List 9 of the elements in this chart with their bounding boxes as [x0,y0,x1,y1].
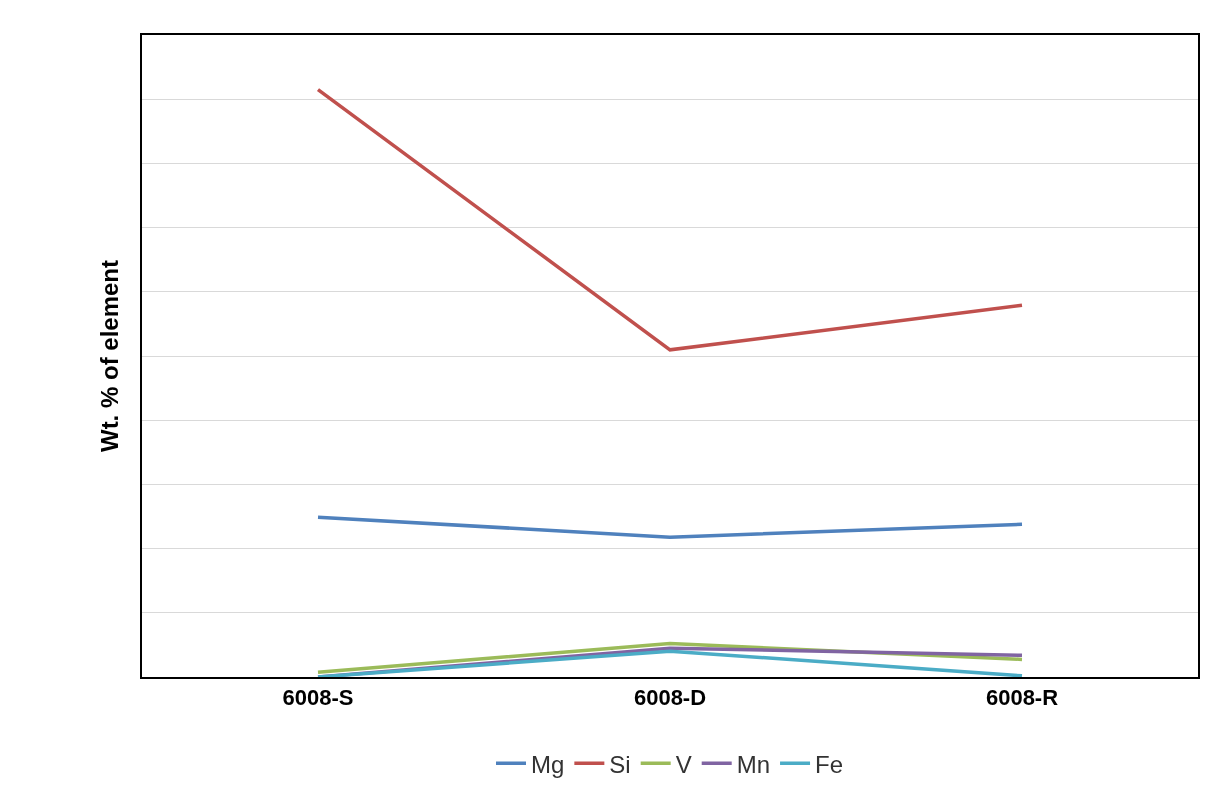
legend-label: Fe [815,750,844,778]
legend-label: V [675,750,692,778]
x-tick-label: 6008-D [633,685,707,711]
legend-label: Si [609,750,631,778]
x-tick-label: 6008-S [282,685,354,711]
legend-label: Mg [531,750,565,778]
legend-label: Mn [736,750,771,778]
x-tick-label: 6008-R [985,685,1059,711]
y-axis-title: Wt. % of element [95,259,123,453]
